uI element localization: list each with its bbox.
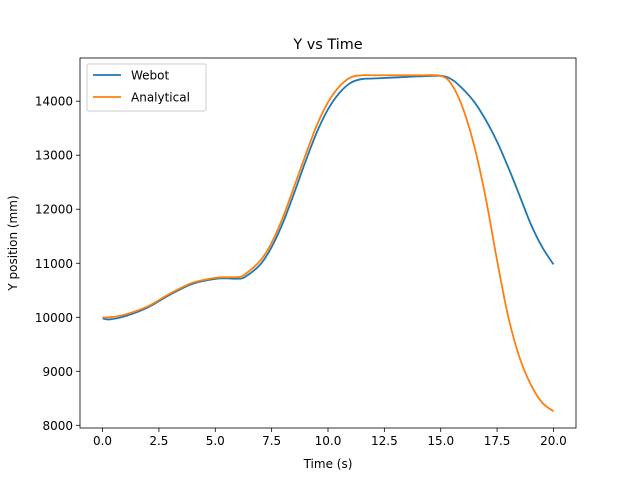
y-axis-label: Y position (mm) <box>6 195 20 291</box>
legend: Webot Analytical <box>86 63 207 112</box>
x-tick-label: 20.0 <box>540 434 567 448</box>
series-layer <box>102 74 555 412</box>
series-line-webot <box>102 74 555 321</box>
x-tick-label: 5.0 <box>206 434 225 448</box>
x-tick-label: 0.0 <box>93 434 112 448</box>
legend-label-analytical: Analytical <box>131 91 190 105</box>
y-tick-label: 12000 <box>35 203 73 217</box>
y-ticks: 8000 9000 10000 11000 12000 13000 14000 <box>35 95 80 433</box>
x-tick-label: 17.5 <box>484 434 511 448</box>
y-tick-label: 13000 <box>35 149 73 163</box>
x-tick-label: 2.5 <box>149 434 168 448</box>
x-axis-label: Time (s) <box>303 457 353 471</box>
y-tick-label: 11000 <box>35 257 73 271</box>
legend-label-webot: Webot <box>131 69 170 83</box>
chart-title: Y vs Time <box>292 37 362 53</box>
y-tick-label: 8000 <box>42 419 73 433</box>
y-tick-label: 9000 <box>42 365 73 379</box>
y-tick-label: 14000 <box>35 95 73 109</box>
x-tick-label: 15.0 <box>427 434 454 448</box>
x-tick-label: 12.5 <box>371 434 398 448</box>
series-line-analytical <box>102 74 554 412</box>
y-tick-label: 10000 <box>35 311 73 325</box>
x-tick-label: 10.0 <box>315 434 342 448</box>
x-tick-label: 7.5 <box>262 434 281 448</box>
x-ticks: 0.0 2.5 5.0 7.5 10.0 12.5 15.0 17.5 20.0 <box>93 428 567 448</box>
